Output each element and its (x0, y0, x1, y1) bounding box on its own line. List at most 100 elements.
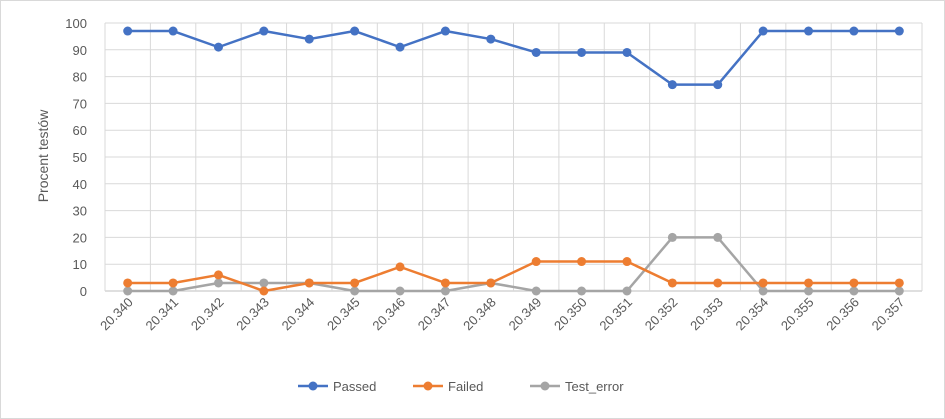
y-tick-label: 80 (73, 70, 87, 85)
x-axis-tick-labels: 20.340 20.341 20.342 20.343 20.344 20.345 20.3… (97, 295, 907, 334)
y-tick-label: 10 (73, 257, 87, 272)
data-point (304, 34, 314, 44)
data-point (804, 278, 814, 288)
x-tick-label: 20.352 (642, 295, 681, 334)
x-tick-label: 20.356 (823, 295, 862, 334)
legend-label: Failed (448, 379, 483, 394)
data-point (667, 278, 677, 288)
data-point (395, 286, 405, 296)
x-tick-label: 20.345 (324, 295, 363, 334)
y-tick-label: 40 (73, 177, 87, 192)
data-point (849, 278, 859, 288)
data-point (758, 278, 768, 288)
x-tick-label: 20.342 (188, 295, 227, 334)
data-point (667, 232, 677, 242)
legend-item: Passed (298, 379, 376, 394)
x-tick-label: 20.349 (506, 295, 545, 334)
data-point (213, 42, 223, 52)
data-point (259, 278, 269, 288)
legend-item: Test_error (530, 379, 624, 394)
data-point (894, 278, 904, 288)
x-tick-label: 20.343 (233, 295, 272, 334)
y-tick-label: 70 (73, 96, 87, 111)
data-point (713, 278, 723, 288)
data-point (259, 286, 269, 296)
data-point (304, 278, 314, 288)
data-point (577, 257, 587, 267)
x-tick-label: 20.353 (687, 295, 726, 334)
data-point (123, 286, 133, 296)
series-passed (123, 26, 904, 90)
series-line (127, 29, 900, 86)
series-line (127, 260, 900, 293)
data-point (123, 278, 133, 288)
x-tick-label: 20.348 (460, 295, 499, 334)
y-tick-label: 20 (73, 230, 87, 245)
data-point (213, 278, 223, 288)
y-tick-label: 30 (73, 204, 87, 219)
data-point (577, 47, 587, 57)
x-tick-label: 20.340 (97, 295, 136, 334)
y-tick-label: 0 (80, 284, 87, 299)
data-point (168, 278, 178, 288)
data-point (758, 26, 768, 36)
data-point (486, 278, 496, 288)
legend-marker (308, 381, 318, 391)
data-point (622, 257, 632, 267)
data-point (622, 286, 632, 296)
y-axis-title: Procent testów (35, 109, 51, 202)
data-point (713, 232, 723, 242)
x-tick-label: 20.354 (733, 295, 772, 334)
data-point (350, 278, 360, 288)
legend-label: Passed (333, 379, 376, 394)
data-point (894, 26, 904, 36)
x-tick-label: 20.351 (596, 295, 635, 334)
legend: Passed Failed Test_error (298, 379, 624, 394)
legend-marker (423, 381, 433, 391)
x-tick-label: 20.347 (415, 295, 454, 334)
data-point (213, 270, 223, 280)
series-lines (123, 26, 904, 296)
data-point (531, 257, 541, 267)
x-tick-label: 20.341 (142, 295, 181, 334)
y-tick-label: 100 (65, 16, 87, 31)
gridlines (104, 22, 923, 292)
y-axis-tick-labels: 0 10 20 30 40 50 60 70 80 90 100 (65, 16, 87, 299)
data-point (123, 26, 133, 36)
x-tick-label: 20.355 (778, 295, 817, 334)
series-failed (123, 257, 904, 296)
data-point (804, 26, 814, 36)
data-point (531, 286, 541, 296)
legend-marker (540, 381, 550, 391)
x-tick-label: 20.350 (551, 295, 590, 334)
data-point (758, 286, 768, 296)
data-point (894, 286, 904, 296)
x-tick-label: 20.357 (869, 295, 908, 334)
data-point (804, 286, 814, 296)
data-point (350, 286, 360, 296)
y-tick-label: 90 (73, 43, 87, 58)
data-point (350, 26, 360, 36)
data-point (259, 26, 269, 36)
legend-label: Test_error (565, 379, 624, 394)
legend-item: Failed (413, 379, 483, 394)
data-point (440, 278, 450, 288)
data-point (168, 286, 178, 296)
data-point (395, 262, 405, 272)
y-tick-label: 60 (73, 123, 87, 138)
x-tick-label: 20.346 (369, 295, 408, 334)
data-point (849, 26, 859, 36)
data-point (622, 47, 632, 57)
data-point (577, 286, 587, 296)
data-point (486, 34, 496, 44)
data-point (395, 42, 405, 52)
y-tick-label: 50 (73, 150, 87, 165)
data-point (713, 80, 723, 90)
data-point (667, 80, 677, 90)
data-point (168, 26, 178, 36)
data-point (440, 26, 450, 36)
x-tick-label: 20.344 (279, 295, 318, 334)
series-line (127, 236, 900, 293)
